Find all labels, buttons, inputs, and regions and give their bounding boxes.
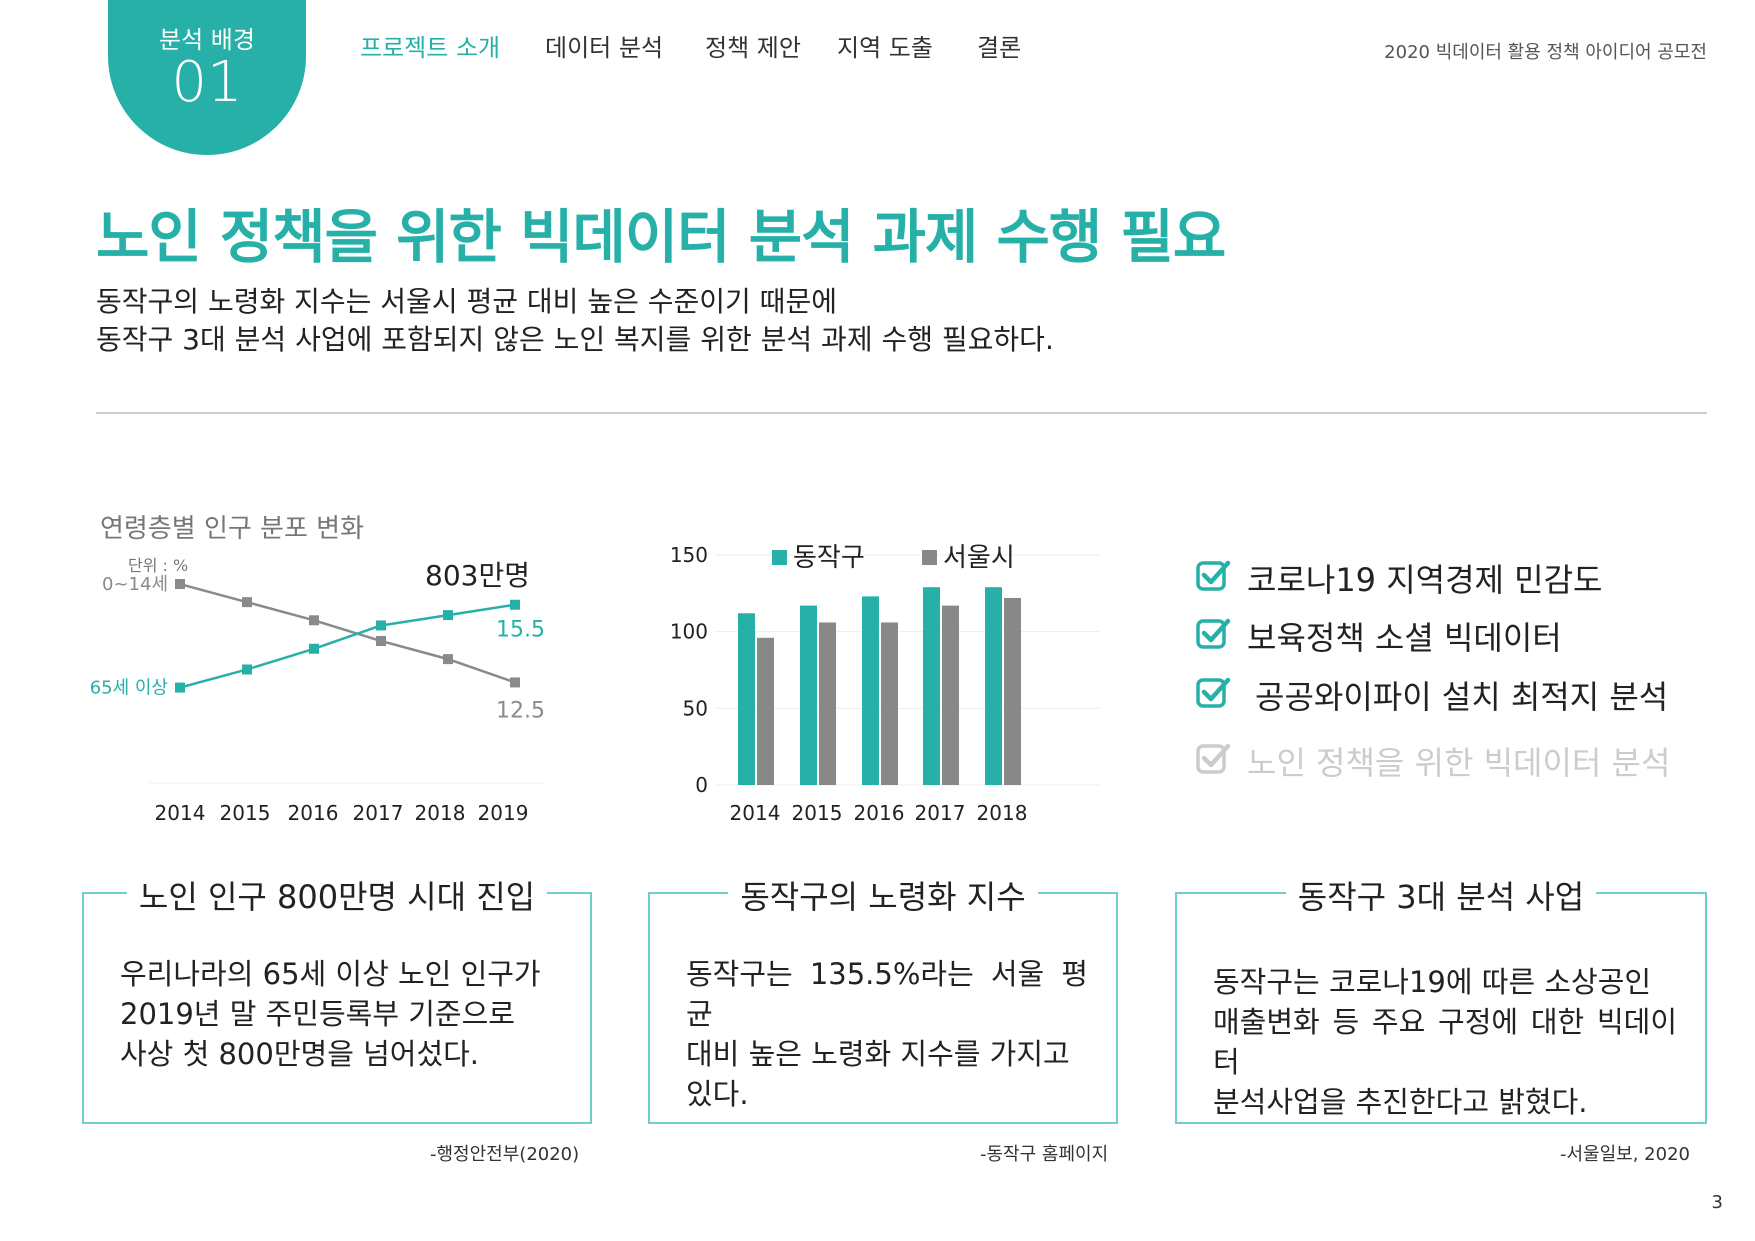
line-point	[443, 610, 453, 621]
line-point	[443, 654, 453, 665]
card-body: 동작구는 코로나19에 따른 소상공인 매출변화 등 주요 구정에 대한 빅데이…	[1213, 962, 1677, 1122]
line-end-label: 12.5	[496, 698, 545, 723]
line-series-0	[179, 582, 516, 684]
line-x-tick: 2019	[478, 801, 529, 825]
page-number: 3	[1711, 1192, 1723, 1213]
line-point	[242, 597, 252, 608]
bar-seoul	[819, 622, 836, 785]
line-series-label: 0~14세	[102, 574, 168, 595]
nav-item-policy-proposal[interactable]: 정책 제안	[705, 34, 801, 62]
divider	[96, 412, 1707, 414]
section-badge: 분석 배경 01	[108, 0, 306, 155]
bar-seoul	[1004, 597, 1021, 785]
bar-y-tick: 150	[670, 543, 708, 567]
line-point	[376, 635, 386, 646]
card-line: 대비 높은 노령화 지수를 가지고	[686, 1037, 1070, 1071]
page-title: 노인 정책을 위한 빅데이터 분석 과제 수행 필요	[96, 203, 1226, 271]
card-source: -서울일보, 2020	[1560, 1144, 1690, 1165]
card-line: 분석사업을 추진한다고 밝혔다.	[1213, 1085, 1588, 1119]
bar-x-tick: 2017	[915, 801, 966, 825]
card-title: 노인 인구 800만명 시대 진입	[126, 878, 548, 916]
line-point	[510, 599, 520, 610]
bar-dongjak	[923, 587, 940, 785]
card-title: 동작구 3대 분석 사업	[1285, 878, 1597, 916]
line-chart: 803만명 0~14세 12.5 65세 이상 15.5 2014 2015 2016 2017…	[90, 559, 545, 825]
card-title: 동작구의 노령화 지수	[728, 878, 1038, 916]
card-line: 있다.	[686, 1077, 749, 1111]
line-x-tick: 2016	[288, 801, 339, 825]
line-point	[175, 579, 185, 590]
card-line: 동작구는 135.5%라는 서울 평균	[686, 957, 1088, 1031]
bar-seoul	[942, 605, 959, 785]
line-point	[376, 620, 386, 631]
line-x-tick: 2017	[353, 801, 404, 825]
card-body: 동작구는 135.5%라는 서울 평균 대비 높은 노령화 지수를 가지고 있다…	[686, 954, 1088, 1114]
legend-label: 서울시	[943, 543, 1015, 573]
card-line: 2019년 말 주민등록부 기준으로	[120, 997, 515, 1031]
card-source: -행정안전부(2020)	[430, 1144, 580, 1165]
line-end-label: 15.5	[496, 618, 545, 643]
contest-name: 2020 빅데이터 활용 정책 아이디어 공모전	[1384, 42, 1707, 63]
line-x-tick: 2018	[415, 801, 466, 825]
line-series-1	[179, 603, 516, 689]
nav-item-conclusion[interactable]: 결론	[977, 34, 1022, 62]
bar-y-tick: 50	[683, 696, 708, 720]
subtitle-line-1: 동작구의 노령화 지수는 서울시 평균 대비 높은 수준이기 때문에	[96, 285, 837, 318]
bar-x-tick: 2014	[730, 801, 781, 825]
card-line: 사상 첫 800만명을 넘어섰다.	[120, 1037, 480, 1071]
checklist-item-label: 공공와이파이 설치 최적지 분석	[1255, 678, 1669, 716]
subtitle-line-2: 동작구 3대 분석 사업에 포함되지 않은 노인 복지를 위한 분석 과제 수행…	[96, 323, 1054, 356]
line-chart-unit: 단위 : %	[128, 556, 189, 575]
card-source: -동작구 홈페이지	[980, 1144, 1109, 1165]
bar-seoul	[881, 622, 898, 785]
bar-x-tick: 2016	[854, 801, 905, 825]
card-line: 매출변화 등 주요 구정에 대한 빅데이터	[1213, 1005, 1677, 1079]
bar-y-tick: 0	[695, 773, 708, 797]
card-analysis-projects: 동작구 3대 분석 사업 동작구는 코로나19에 따른 소상공인 매출변화 등 …	[1175, 878, 1707, 1124]
card-body: 우리나라의 65세 이상 노인 인구가 2019년 말 주민등록부 기준으로 사…	[120, 954, 562, 1074]
bar-dongjak	[985, 587, 1002, 785]
nav-item-region-derivation[interactable]: 지역 도출	[837, 34, 933, 62]
legend-swatch	[772, 550, 787, 565]
line-point	[242, 664, 252, 675]
line-point	[309, 643, 319, 654]
check-box-icon	[1196, 743, 1231, 774]
bar-dongjak	[862, 596, 879, 785]
bar-seoul	[757, 637, 774, 785]
legend-label: 동작구	[793, 543, 865, 573]
section-number: 01	[171, 50, 243, 115]
card-aging-index: 동작구의 노령화 지수 동작구는 135.5%라는 서울 평균 대비 높은 노령…	[648, 878, 1118, 1124]
legend-swatch	[922, 550, 937, 565]
card-line: 동작구는 코로나19에 따른 소상공인	[1213, 965, 1652, 999]
line-point	[309, 615, 319, 626]
checklist-item-label: 노인 정책을 위한 빅데이터 분석	[1247, 744, 1671, 782]
card-elderly-population: 노인 인구 800만명 시대 진입 우리나라의 65세 이상 노인 인구가 20…	[82, 878, 592, 1124]
bar-x-tick: 2015	[792, 801, 843, 825]
nav-item-data-analysis[interactable]: 데이터 분석	[545, 34, 664, 62]
line-chart-annotation: 803만명	[425, 559, 530, 592]
check-box-icon	[1196, 560, 1231, 591]
check-box-icon	[1196, 618, 1231, 649]
line-x-tick: 2015	[220, 801, 271, 825]
nav-item-project-intro[interactable]: 프로젝트 소개	[360, 34, 501, 62]
line-chart-title: 연령층별 인구 분포 변화	[100, 514, 364, 544]
line-x-tick: 2014	[155, 801, 206, 825]
check-box-icon	[1196, 677, 1231, 708]
bar-dongjak	[800, 605, 817, 785]
checklist-item-label: 보육정책 소셜 빅데이터	[1247, 619, 1562, 657]
bar-chart: 0 50 100 150 2014 2015 2016 2017 2018 동작구 서울시	[670, 543, 1100, 825]
line-series-label: 65세 이상	[90, 678, 168, 699]
card-line: 우리나라의 65세 이상 노인 인구가	[120, 957, 541, 991]
line-point	[175, 682, 185, 693]
bar-y-tick: 100	[670, 620, 708, 644]
line-point	[510, 677, 520, 688]
bar-x-tick: 2018	[977, 801, 1028, 825]
checklist-item-label: 코로나19 지역경제 민감도	[1247, 561, 1603, 599]
section-label: 분석 배경	[159, 26, 255, 54]
bar-dongjak	[738, 613, 755, 785]
